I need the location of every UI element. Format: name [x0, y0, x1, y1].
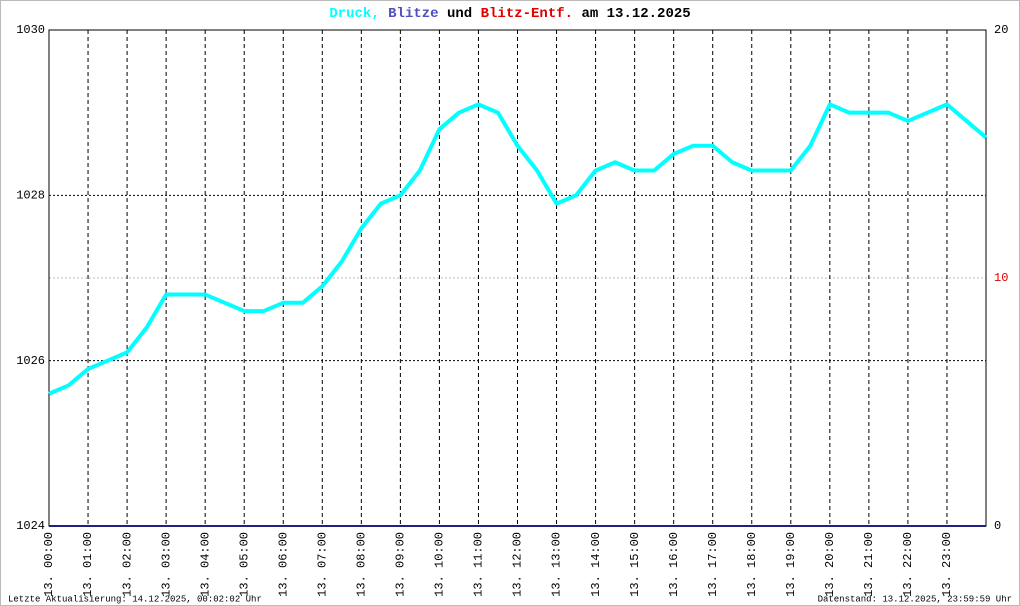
- x-tick-label: 13. 22:00: [901, 532, 915, 597]
- x-tick-label: 13. 09:00: [394, 532, 408, 597]
- x-tick-label: 13. 10:00: [433, 532, 447, 597]
- x-tick-label: 13. 05:00: [237, 532, 251, 597]
- footer-right: Datenstand: 13.12.2025, 23:59:59 Uhr: [818, 594, 1012, 604]
- x-tick-label: 13. 06:00: [276, 532, 290, 597]
- x-tick-label: 13. 21:00: [862, 532, 876, 597]
- x-tick-label: 13. 14:00: [589, 532, 603, 597]
- y2-tick-label: 10: [994, 271, 1008, 285]
- y-tick-label: 1026: [16, 354, 45, 368]
- chart-title: Druck, Blitze und Blitz-Entf. am 13.12.2…: [329, 6, 690, 22]
- x-tick-label: 13. 16:00: [667, 532, 681, 597]
- x-tick-label: 13. 08:00: [355, 532, 369, 597]
- x-tick-label: 13. 13:00: [550, 532, 564, 597]
- x-tick-label: 13. 18:00: [745, 532, 759, 597]
- y2-tick-label: 0: [994, 519, 1001, 533]
- x-tick-label: 13. 07:00: [315, 532, 329, 597]
- x-tick-label: 13. 15:00: [628, 532, 642, 597]
- title-part: Druck,: [329, 6, 379, 22]
- title-part: am 13.12.2025: [581, 6, 690, 22]
- x-tick-label: 13. 12:00: [511, 532, 525, 597]
- title-part: und: [447, 6, 472, 22]
- x-tick-label: 13. 01:00: [81, 532, 95, 597]
- x-tick-label: 13. 23:00: [940, 532, 954, 597]
- y-tick-label: 1024: [16, 519, 45, 533]
- x-tick-label: 13. 02:00: [120, 532, 134, 597]
- x-tick-label: 13. 00:00: [42, 532, 56, 597]
- title-part: Blitze: [388, 6, 438, 22]
- y-tick-label: 1030: [16, 23, 45, 37]
- title-text: Druck, Blitze und Blitz-Entf. am 13.12.2…: [329, 6, 690, 22]
- footer-left: Letzte Aktualisierung: 14.12.2025, 00:02…: [8, 594, 262, 604]
- x-tick-label: 13. 17:00: [706, 532, 720, 597]
- x-tick-label: 13. 04:00: [198, 532, 212, 597]
- title-part: Blitz-Entf.: [481, 6, 573, 22]
- x-tick-label: 13. 20:00: [823, 532, 837, 597]
- x-tick-label: 13. 11:00: [472, 532, 486, 597]
- y2-tick-label: 20: [994, 23, 1008, 37]
- x-tick-label: 13. 03:00: [159, 532, 173, 597]
- series-line: [48, 102, 988, 396]
- x-tick-label: 13. 19:00: [784, 532, 798, 597]
- y-tick-label: 1028: [16, 189, 45, 203]
